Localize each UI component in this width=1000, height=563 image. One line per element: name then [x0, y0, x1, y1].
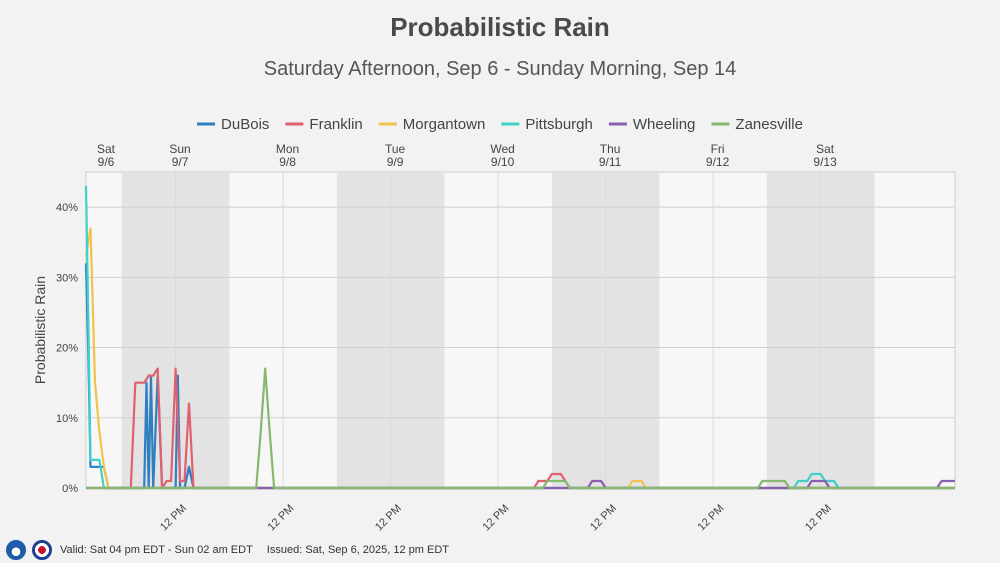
- day-label-date: 9/7: [172, 155, 189, 169]
- x-tick-label: 12 PM: [696, 502, 727, 533]
- day-label-weekday: Wed: [490, 142, 514, 156]
- day-label-date: 9/8: [279, 155, 296, 169]
- series-line-zanesville: [86, 367, 955, 490]
- legend-label: Zanesville: [735, 116, 803, 133]
- y-tick-label: 30%: [56, 272, 78, 284]
- noaa-logo-icon: [6, 540, 26, 560]
- legend-label: Morgantown: [403, 116, 486, 133]
- day-label-weekday: Thu: [600, 142, 621, 156]
- legend-item-dubois[interactable]: DuBois: [197, 116, 269, 133]
- valid-time: Valid: Sat 04 pm EDT - Sun 02 am EDT: [60, 544, 253, 556]
- day-label-date: 9/10: [491, 155, 515, 169]
- day-label-weekday: Sat: [816, 142, 835, 156]
- day-label-weekday: Tue: [385, 142, 406, 156]
- legend-item-franklin[interactable]: Franklin: [285, 116, 363, 133]
- y-tick-label: 10%: [56, 413, 78, 425]
- day-label-date: 9/9: [387, 155, 404, 169]
- day-label-weekday: Fri: [711, 142, 725, 156]
- plot-area: [84, 171, 956, 490]
- legend: DuBois Franklin Morgantown Pittsburgh Wheeli…: [197, 116, 803, 133]
- day-label-date: 9/6: [98, 155, 115, 169]
- issued-time: Issued: Sat, Sep 6, 2025, 12 pm EDT: [266, 544, 450, 556]
- legend-item-morgantown[interactable]: Morgantown: [378, 116, 486, 133]
- x-tick-label: 12 PM: [265, 502, 296, 533]
- day-label-weekday: Mon: [276, 142, 299, 156]
- series-line-pittsburgh: [84, 185, 955, 490]
- nws-logo-icon: [32, 540, 52, 560]
- day-label-date: 9/12: [706, 155, 730, 169]
- y-axis: 0% 10% 20% 30% 40%: [56, 202, 78, 495]
- x-tick-label: 12 PM: [803, 502, 834, 533]
- legend-label: DuBois: [221, 116, 269, 133]
- footer: Valid: Sat 04 pm EDT - Sun 02 am EDT Iss…: [0, 538, 1000, 562]
- day-label-weekday: Sat: [97, 142, 116, 156]
- day-label-date: 9/11: [599, 155, 622, 169]
- chart-title: Probabilistic Rain: [390, 12, 610, 42]
- day-label-weekday: Sun: [169, 142, 190, 156]
- chart-subtitle: Saturday Afternoon, Sep 6 - Sunday Morni…: [264, 58, 737, 80]
- x-tick-label: 12 PM: [588, 502, 619, 533]
- legend-item-wheeling[interactable]: Wheeling: [608, 116, 696, 133]
- y-tick-label: 20%: [56, 343, 78, 355]
- y-tick-label: 0%: [62, 483, 78, 495]
- day-labels: Sat9/6Sun9/7Mon9/8Tue9/9Wed9/10Thu9/11Fr…: [97, 142, 837, 169]
- day-label-date: 9/13: [813, 155, 837, 169]
- x-tick-label: 12 PM: [373, 502, 404, 533]
- gridlines: [86, 172, 955, 488]
- legend-item-zanesville[interactable]: Zanesville: [711, 116, 803, 133]
- legend-item-pittsburgh[interactable]: Pittsburgh: [501, 116, 593, 133]
- x-tick-label: 12 PM: [480, 502, 511, 533]
- legend-label: Pittsburgh: [525, 116, 593, 133]
- y-tick-label: 40%: [56, 202, 78, 214]
- legend-label: Wheeling: [633, 116, 696, 133]
- y-axis-title: Probabilistic Rain: [32, 276, 48, 384]
- series-line-franklin: [86, 367, 955, 490]
- series-lines: [84, 185, 955, 490]
- x-axis: 12 PM 12 PM 12 PM 12 PM 12 PM 12 PM 12 PM: [158, 502, 834, 533]
- series-line-wheeling: [86, 479, 955, 490]
- legend-label: Franklin: [309, 116, 362, 133]
- x-tick-label: 12 PM: [158, 502, 189, 533]
